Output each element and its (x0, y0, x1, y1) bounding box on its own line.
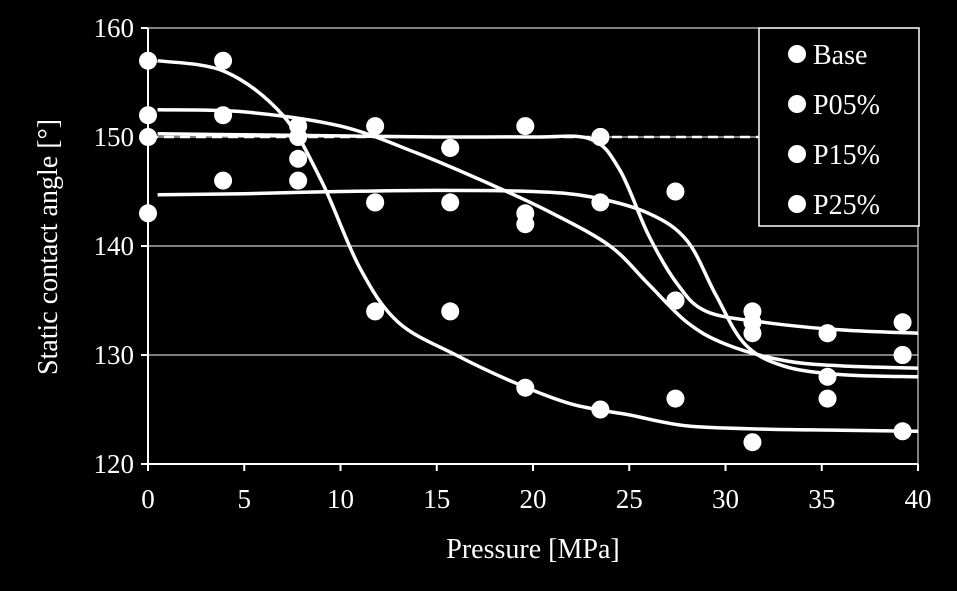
data-point-p05 (139, 106, 157, 125)
data-point-p25 (893, 346, 912, 364)
data-point-p15 (441, 193, 460, 212)
fit-curve-p25 (157, 188, 919, 379)
data-point-base (743, 433, 762, 452)
data-point-base (893, 422, 912, 441)
data-point-p15 (666, 182, 685, 201)
data-point-p25 (818, 324, 837, 343)
data-point-p25 (139, 204, 157, 223)
legend-label-base: Base (813, 40, 867, 71)
data-point-base (139, 51, 157, 70)
data-point-p15 (289, 171, 308, 190)
x-tick-label-40: 40 (905, 484, 932, 514)
x-tick-label-5: 5 (238, 484, 252, 514)
data-point-p05 (289, 149, 308, 168)
data-point-base (591, 400, 610, 419)
x-axis-label: Pressure [MPa] (446, 534, 619, 565)
data-point-p05 (818, 367, 837, 386)
data-point-p25 (516, 117, 535, 136)
legend-marker-base (788, 45, 806, 63)
x-tick-label-20: 20 (520, 484, 547, 514)
data-points (139, 51, 912, 452)
x-tick-label-25: 25 (616, 484, 643, 514)
legend: Base P05% P15% P25% (758, 27, 920, 227)
data-point-p15 (516, 215, 535, 234)
y-tick-label-140: 140 (94, 231, 135, 261)
data-point-base (366, 302, 385, 321)
x-tick-label-30: 30 (712, 484, 739, 514)
legend-marker-p05 (788, 95, 806, 113)
x-tick-label-15: 15 (423, 484, 450, 514)
data-point-base (214, 51, 233, 70)
y-axis-label: Static contact angle [°] (33, 119, 64, 375)
data-point-p25 (366, 193, 385, 212)
data-point-p05 (591, 193, 610, 212)
y-tick-label-150: 150 (94, 122, 135, 152)
data-point-p25 (591, 128, 610, 146)
data-point-base (441, 302, 460, 321)
data-point-p15 (139, 128, 157, 146)
x-tick-label-0: 0 (141, 484, 155, 514)
y-tick-label-160: 160 (94, 13, 135, 43)
fit-curve-p15 (157, 131, 919, 335)
fit-curves (148, 58, 919, 434)
legend-label-p05: P05% (813, 90, 880, 121)
x-tick-labels: 0 5 10 15 20 25 30 35 40 (141, 484, 931, 514)
legend-label-p15: P15% (813, 140, 880, 171)
data-point-p25 (666, 291, 685, 310)
data-point-p15 (214, 171, 233, 190)
data-point-p05 (214, 106, 233, 125)
y-tick-labels: 120 130 140 150 160 (94, 13, 135, 479)
data-point-p15 (743, 302, 762, 321)
data-point-p25 (743, 324, 762, 343)
data-point-base (818, 389, 837, 408)
data-point-p15 (893, 313, 912, 332)
data-point-p25 (441, 138, 460, 157)
data-point-base (516, 378, 535, 397)
x-tick-label-10: 10 (327, 484, 354, 514)
data-point-p25 (289, 117, 308, 136)
x-tick-label-35: 35 (808, 484, 835, 514)
legend-marker-p15 (788, 145, 806, 163)
y-tick-label-120: 120 (94, 449, 135, 479)
data-point-p05 (366, 117, 385, 136)
legend-box (758, 27, 920, 227)
y-tick-label-130: 130 (94, 340, 135, 370)
data-point-base (666, 389, 685, 408)
legend-marker-p25 (788, 195, 806, 213)
legend-label-p25: P25% (813, 190, 880, 221)
fit-curve-p05 (157, 108, 919, 370)
